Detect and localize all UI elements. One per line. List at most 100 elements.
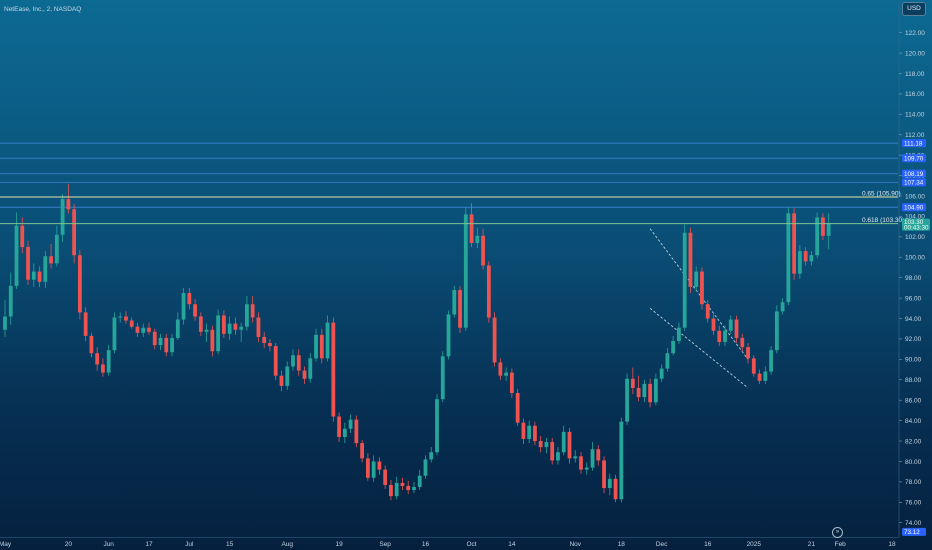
candle-body bbox=[688, 232, 693, 287]
candle bbox=[175, 312, 180, 340]
candle-body bbox=[331, 322, 336, 417]
candle-body bbox=[319, 334, 324, 359]
candle bbox=[285, 361, 290, 390]
candle bbox=[112, 312, 117, 354]
candle-body bbox=[682, 232, 687, 328]
candle bbox=[521, 418, 526, 445]
price-marker-badge-label: 73.12 bbox=[904, 529, 920, 536]
candle bbox=[331, 317, 336, 422]
candle-body bbox=[509, 372, 514, 394]
candle bbox=[469, 203, 474, 248]
candle-body bbox=[210, 329, 215, 352]
goto-realtime-icon[interactable]: » bbox=[832, 527, 843, 538]
fib-level-label: 0.618 (103.30) bbox=[862, 217, 904, 224]
candle bbox=[677, 322, 681, 345]
candle-body bbox=[164, 337, 169, 353]
candle-body bbox=[740, 337, 745, 348]
candle-body bbox=[371, 461, 376, 478]
candle bbox=[204, 323, 209, 343]
y-tick-label: 116.00 bbox=[905, 91, 925, 98]
y-tick-label: 92.00 bbox=[905, 336, 922, 343]
trend-channel[interactable] bbox=[649, 228, 749, 389]
level-price-badge bbox=[902, 203, 926, 212]
candle-body bbox=[95, 353, 100, 365]
candle bbox=[60, 193, 65, 242]
candle-body bbox=[227, 323, 232, 334]
trend-channel-lower bbox=[649, 307, 749, 389]
candle bbox=[751, 355, 756, 377]
candle-body bbox=[486, 265, 491, 318]
candle bbox=[66, 183, 71, 214]
candle bbox=[486, 261, 491, 323]
candle bbox=[417, 469, 422, 491]
x-tick-label: Sep bbox=[379, 541, 391, 548]
candle bbox=[262, 331, 267, 349]
candle-body bbox=[193, 304, 197, 317]
candle-body bbox=[147, 327, 151, 332]
candle bbox=[446, 310, 451, 360]
candle bbox=[429, 447, 434, 463]
price-grid bbox=[0, 0, 900, 538]
x-tick-label: 16 bbox=[704, 541, 712, 548]
candle-body bbox=[285, 366, 290, 386]
candle bbox=[210, 325, 215, 357]
candle-body bbox=[417, 475, 422, 487]
y-tick-label: 114.00 bbox=[905, 112, 925, 119]
candle-body bbox=[780, 302, 785, 312]
y-tick-label: 106.00 bbox=[905, 193, 925, 200]
candle-body bbox=[129, 320, 134, 327]
candle-body bbox=[337, 416, 341, 437]
candle bbox=[198, 312, 203, 336]
candle bbox=[613, 474, 618, 503]
level-price-badge-label: 104.90 bbox=[904, 205, 924, 212]
y-tick-label: 88.00 bbox=[905, 377, 922, 384]
candle-body bbox=[665, 353, 670, 369]
candle bbox=[158, 333, 163, 351]
x-tick-label: Jul bbox=[185, 541, 194, 548]
candle bbox=[54, 225, 59, 267]
candle-body bbox=[279, 375, 284, 386]
candle-body bbox=[694, 271, 699, 287]
candle-body bbox=[37, 271, 42, 282]
time-axis[interactable]: May 20 Jun 17 Jul 15 Aug 19 Sep 16 Oct 14 Nov 18 Dec 16… bbox=[0, 541, 896, 548]
candle-body bbox=[198, 316, 203, 332]
candle bbox=[383, 465, 388, 490]
candle bbox=[769, 346, 773, 375]
candle-body bbox=[43, 256, 48, 282]
candle bbox=[452, 285, 457, 318]
candle bbox=[129, 317, 134, 329]
candle bbox=[273, 343, 278, 380]
candle bbox=[492, 312, 497, 367]
candle-body bbox=[20, 225, 25, 248]
candle-body bbox=[325, 322, 330, 359]
candle bbox=[83, 307, 88, 341]
candle bbox=[106, 345, 111, 376]
candle bbox=[538, 435, 543, 453]
candle bbox=[527, 420, 532, 444]
candle-body bbox=[757, 373, 762, 381]
candle-body bbox=[152, 331, 157, 346]
candle-body bbox=[377, 461, 382, 470]
candle-body bbox=[613, 478, 618, 500]
candle bbox=[360, 440, 365, 463]
price-axis[interactable]: 122.00120.00118.00116.00114.00112.00110.… bbox=[899, 30, 930, 536]
candle bbox=[89, 332, 94, 358]
candle bbox=[573, 450, 578, 463]
candle-body bbox=[66, 199, 71, 210]
last-price-label: 103.30 bbox=[904, 219, 924, 226]
candle bbox=[291, 349, 295, 371]
candle-body bbox=[469, 214, 474, 243]
level-price-badge-label: 108.19 bbox=[904, 171, 924, 178]
candle bbox=[746, 343, 750, 364]
fibonacci-levels[interactable]: 0.65 (105.90) 0.618 (103.30) bbox=[0, 191, 904, 225]
candle bbox=[152, 328, 157, 350]
candle bbox=[544, 437, 549, 454]
candle-body bbox=[463, 214, 468, 328]
horizontal-level-lines[interactable] bbox=[0, 142, 898, 208]
candle-body bbox=[72, 209, 77, 256]
candle-body bbox=[118, 316, 123, 318]
candle bbox=[181, 287, 186, 325]
currency-selector[interactable]: USD bbox=[902, 2, 926, 16]
x-tick-label: 15 bbox=[226, 541, 234, 548]
